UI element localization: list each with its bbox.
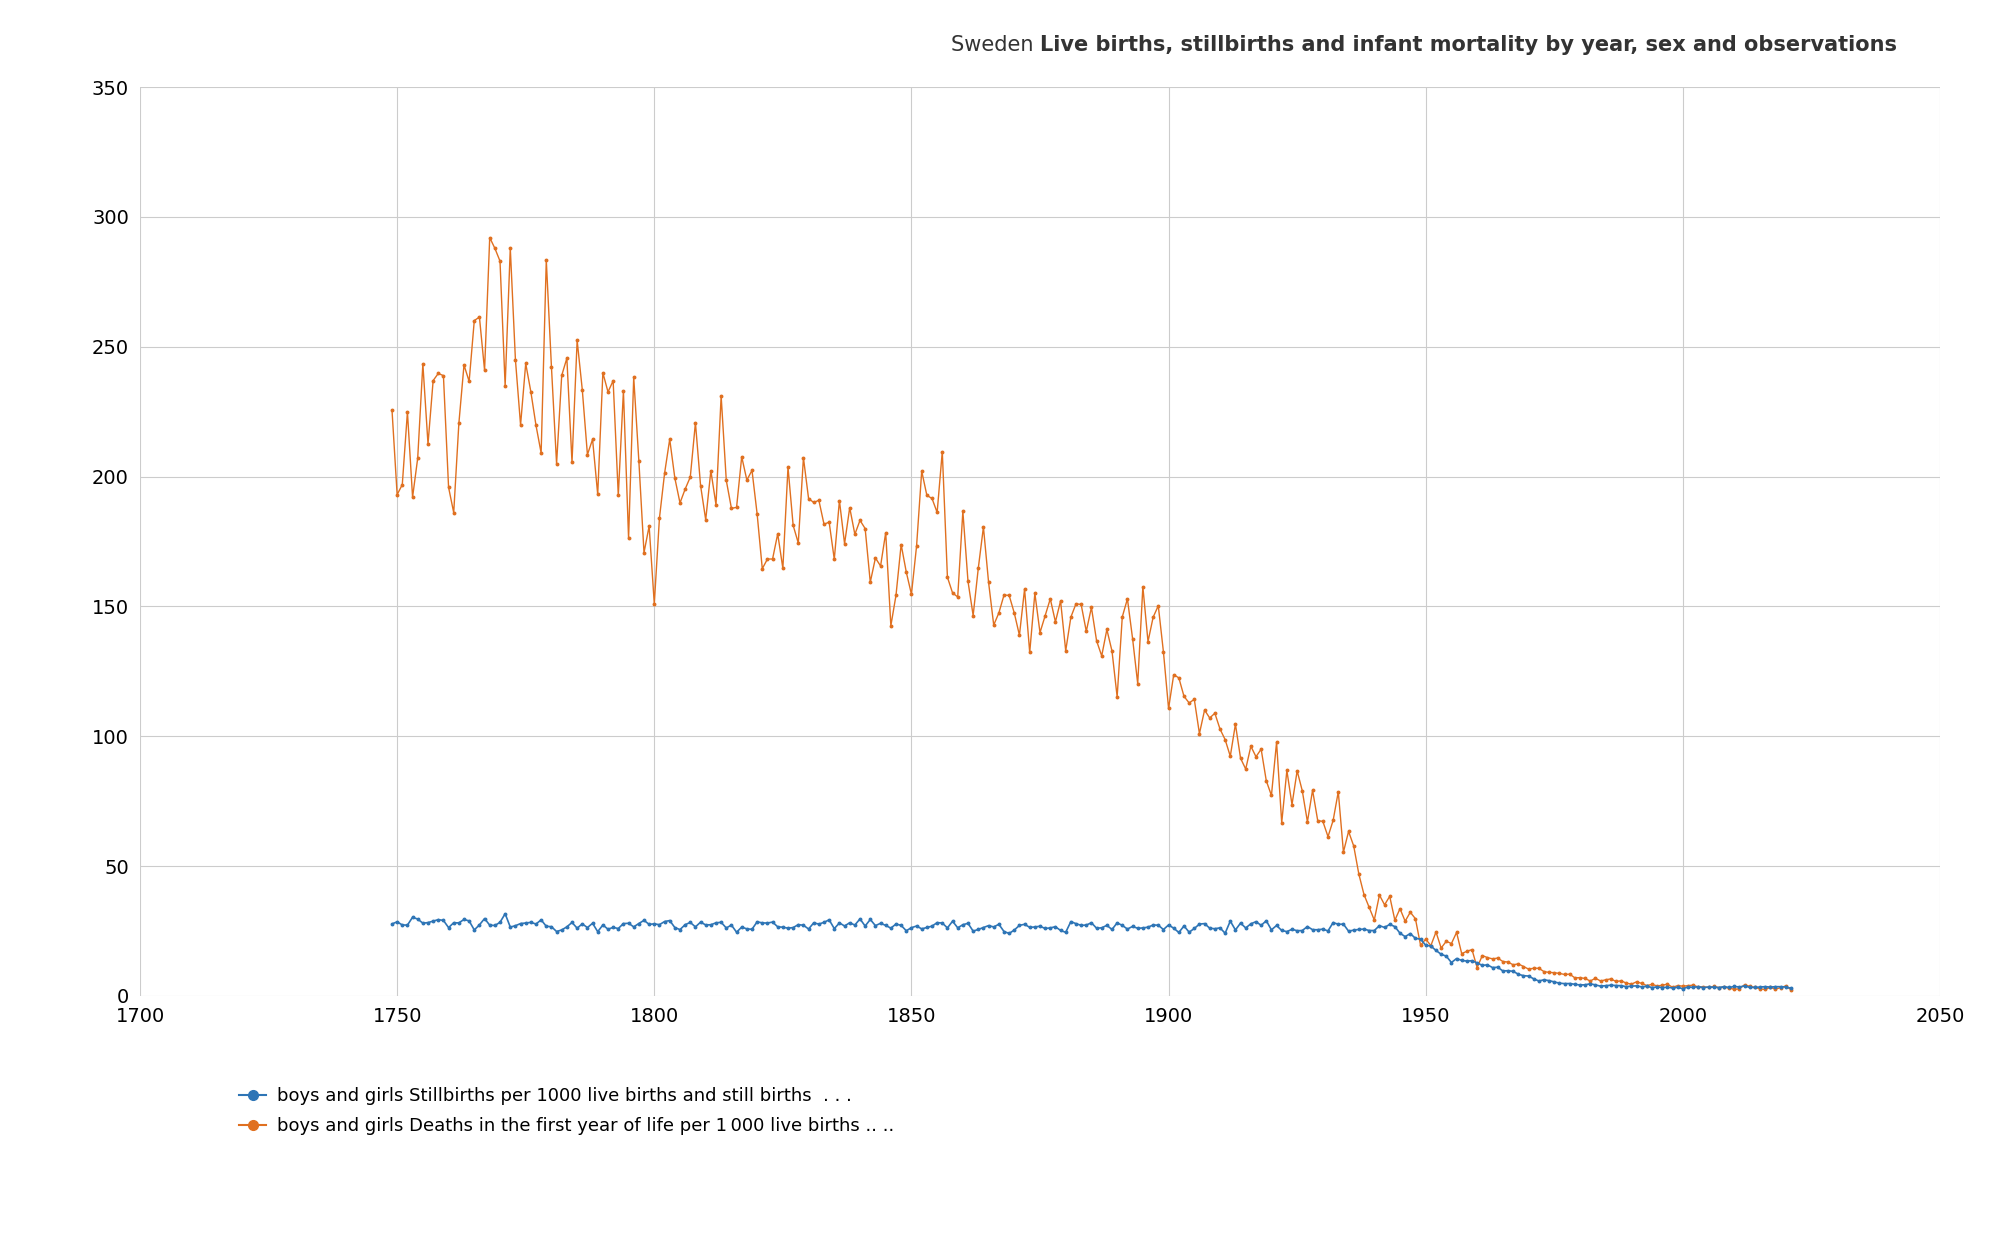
boys and girls Deaths in the first year of life per 1 000 live births .. .. xyxy=(1152,645,1176,660)
Line: boys and girls Stillbirths per 1000 live births and still births  . . .: boys and girls Stillbirths per 1000 live… xyxy=(390,913,1792,990)
Text: Sweden: Sweden xyxy=(950,35,1040,55)
boys and girls Deaths in the first year of life per 1 000 live births .. .. xyxy=(1778,982,1802,997)
Line: boys and girls Deaths in the first year of life per 1 000 live births .. ..: boys and girls Deaths in the first year … xyxy=(390,237,1792,991)
boys and girls Stillbirths per 1000 live births and still births  . . . xyxy=(894,924,918,939)
boys and girls Deaths in the first year of life per 1 000 live births .. .. xyxy=(478,230,502,245)
boys and girls Deaths in the first year of life per 1 000 live births .. .. xyxy=(1018,645,1042,660)
boys and girls Deaths in the first year of life per 1 000 live births .. .. xyxy=(894,565,918,580)
Legend: boys and girls Stillbirths per 1000 live births and still births  . . ., boys an: boys and girls Stillbirths per 1000 live… xyxy=(240,1087,894,1135)
boys and girls Deaths in the first year of life per 1 000 live births .. .. xyxy=(1192,702,1216,717)
boys and girls Stillbirths per 1000 live births and still births  . . . xyxy=(1670,981,1694,996)
boys and girls Deaths in the first year of life per 1 000 live births .. .. xyxy=(720,500,744,515)
boys and girls Deaths in the first year of life per 1 000 live births .. .. xyxy=(966,560,990,575)
boys and girls Stillbirths per 1000 live births and still births  . . . xyxy=(1152,923,1176,937)
boys and girls Stillbirths per 1000 live births and still births  . . . xyxy=(380,916,404,931)
boys and girls Stillbirths per 1000 live births and still births  . . . xyxy=(1778,981,1802,996)
boys and girls Stillbirths per 1000 live births and still births  . . . xyxy=(1192,916,1216,931)
Text: Live births, stillbirths and infant mortality by year, sex and observations: Live births, stillbirths and infant mort… xyxy=(1040,35,1896,55)
boys and girls Deaths in the first year of life per 1 000 live births .. .. xyxy=(380,402,404,417)
boys and girls Stillbirths per 1000 live births and still births  . . . xyxy=(494,906,518,921)
boys and girls Stillbirths per 1000 live births and still births  . . . xyxy=(1018,920,1042,935)
boys and girls Stillbirths per 1000 live births and still births  . . . xyxy=(720,918,744,933)
boys and girls Stillbirths per 1000 live births and still births  . . . xyxy=(966,923,990,937)
